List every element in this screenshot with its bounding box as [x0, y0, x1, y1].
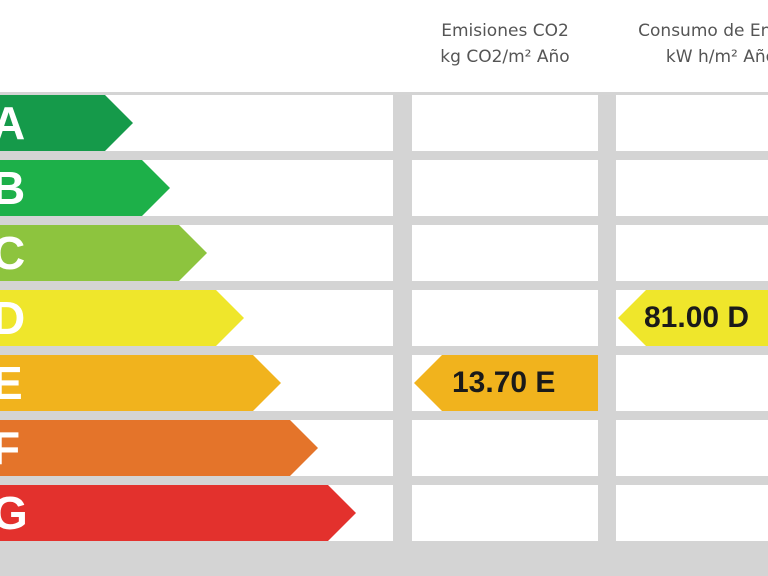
emissions-header: Emisiones CO2 kg CO2/m² Año	[412, 18, 598, 70]
consumption-header-title: Consumo de Ene	[638, 21, 768, 41]
rating-letter: C	[0, 227, 26, 279]
emissions-cell	[412, 290, 598, 346]
consumption-cell	[616, 355, 768, 411]
rating-bar: A	[0, 95, 133, 151]
consumption-cell	[616, 420, 768, 476]
consumption-cell	[616, 95, 768, 151]
consumption-cell	[616, 485, 768, 541]
rating-letter: D	[0, 292, 26, 344]
consumption-header: Consumo de Ene kW h/m² Año	[610, 18, 768, 70]
rating-bar: C	[0, 225, 207, 281]
consumption-cell	[616, 225, 768, 281]
emissions-cell	[412, 485, 598, 541]
consumption-rating-indicator: 81.00 D	[618, 290, 768, 346]
consumption-rating-value: 81.00 D	[644, 301, 750, 334]
header-gap-left	[395, 0, 412, 92]
rating-bar: F	[0, 420, 318, 476]
consumption-header-unit: kW h/m² Año	[665, 47, 768, 67]
emissions-rating-indicator: 13.70 E	[414, 355, 598, 411]
rating-bar: B	[0, 160, 170, 216]
rating-letter: B	[0, 162, 26, 214]
emissions-cell	[412, 160, 598, 216]
emissions-rating-value: 13.70 E	[452, 366, 556, 399]
emissions-header-title: Emisiones CO2	[441, 21, 569, 41]
emissions-header-unit: kg CO2/m² Año	[440, 47, 570, 67]
rating-letter: E	[0, 357, 23, 409]
header-band	[0, 0, 768, 92]
emissions-cell	[412, 95, 598, 151]
emissions-cell	[412, 420, 598, 476]
rating-letter: A	[0, 97, 26, 149]
rating-bar: G	[0, 485, 356, 541]
emissions-cell	[412, 225, 598, 281]
rating-bar: E	[0, 355, 281, 411]
rating-letter: F	[0, 422, 21, 474]
rating-bar: D	[0, 290, 244, 346]
rating-letter: G	[0, 487, 28, 539]
consumption-cell	[616, 160, 768, 216]
